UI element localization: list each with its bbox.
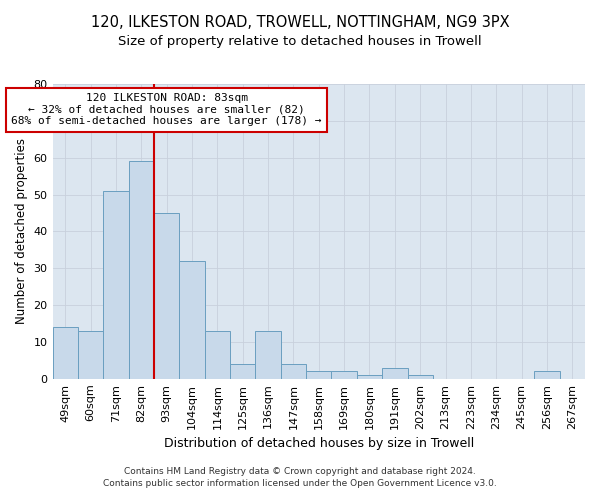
Bar (230, 364, 256, 379)
Bar (382, 368, 407, 379)
Text: Contains HM Land Registry data © Crown copyright and database right 2024.
Contai: Contains HM Land Registry data © Crown c… (103, 466, 497, 487)
Bar (534, 372, 560, 379)
Bar (256, 331, 281, 379)
Bar (357, 375, 382, 379)
Bar (78, 331, 103, 379)
Bar (128, 162, 154, 379)
Y-axis label: Number of detached properties: Number of detached properties (15, 138, 28, 324)
Text: Size of property relative to detached houses in Trowell: Size of property relative to detached ho… (118, 34, 482, 48)
Bar (205, 331, 230, 379)
Bar (53, 327, 78, 379)
Text: 120, ILKESTON ROAD, TROWELL, NOTTINGHAM, NG9 3PX: 120, ILKESTON ROAD, TROWELL, NOTTINGHAM,… (91, 15, 509, 30)
Bar (407, 375, 433, 379)
X-axis label: Distribution of detached houses by size in Trowell: Distribution of detached houses by size … (164, 437, 474, 450)
Bar (103, 191, 128, 379)
Bar (154, 213, 179, 379)
Bar (179, 261, 205, 379)
Bar (281, 364, 306, 379)
Bar (331, 372, 357, 379)
Text: 120 ILKESTON ROAD: 83sqm
← 32% of detached houses are smaller (82)
68% of semi-d: 120 ILKESTON ROAD: 83sqm ← 32% of detach… (11, 93, 322, 126)
Bar (306, 372, 331, 379)
